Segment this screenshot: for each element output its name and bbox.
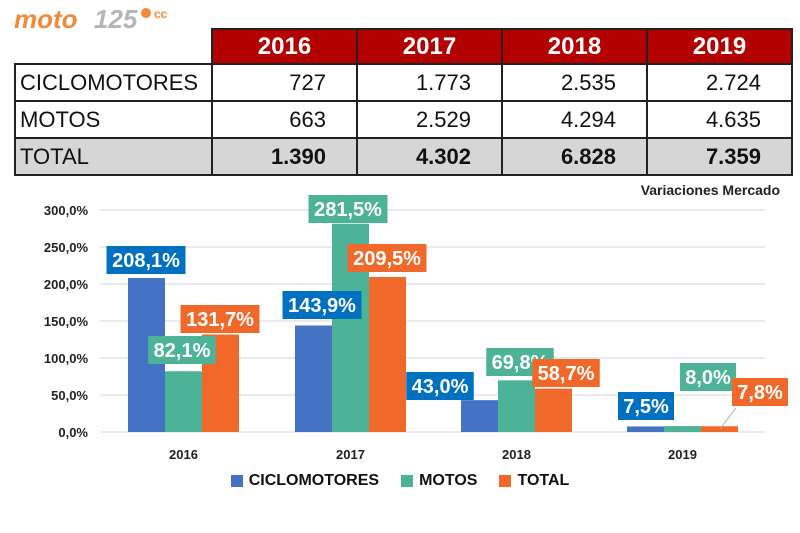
x-tick-label: 2016 bbox=[169, 447, 198, 462]
data-label: 8,0% bbox=[685, 367, 731, 389]
data-label: 131,7% bbox=[186, 309, 254, 331]
data-label-box bbox=[148, 336, 216, 364]
leader-line bbox=[719, 407, 737, 430]
table-row: CICLOMOTORES 727 1.773 2.535 2.724 bbox=[14, 63, 793, 102]
row-label: TOTAL bbox=[14, 137, 213, 176]
table-total-row: TOTAL 1.390 4.302 6.828 7.359 bbox=[14, 137, 793, 176]
table-row: MOTOS 663 2.529 4.294 4.635 bbox=[14, 100, 793, 139]
data-label-box bbox=[406, 372, 474, 400]
y-tick-label: 0,0% bbox=[58, 425, 88, 440]
data-label: 209,5% bbox=[353, 248, 421, 270]
legend-label: CICLOMOTORES bbox=[248, 472, 380, 489]
legend-swatch bbox=[230, 475, 243, 487]
moto125-logo: moto 125 cc bbox=[12, 4, 222, 34]
year-header: 2017 bbox=[356, 28, 503, 65]
data-label: 7,8% bbox=[737, 382, 783, 404]
y-tick-label: 200,0% bbox=[44, 277, 89, 292]
table-cell: 4.302 bbox=[356, 137, 503, 176]
data-label: 7,5% bbox=[623, 396, 669, 418]
chart-legend: CICLOMOTORES MOTOS TOTAL bbox=[0, 472, 800, 490]
x-tick-label: 2019 bbox=[668, 447, 697, 462]
bar-motos-2016 bbox=[165, 371, 202, 432]
bar-ciclomotores-2018 bbox=[461, 400, 498, 432]
data-label: 143,9% bbox=[288, 295, 356, 317]
bar-total-2019 bbox=[701, 426, 738, 432]
bar-ciclomotores-2017 bbox=[295, 325, 332, 432]
data-label-box bbox=[106, 246, 186, 274]
legend-label: MOTOS bbox=[419, 472, 478, 489]
y-tick-label: 250,0% bbox=[44, 240, 89, 255]
data-label-box bbox=[180, 305, 260, 333]
year-header: 2016 bbox=[211, 28, 358, 65]
logo-moto-text: moto bbox=[14, 4, 78, 34]
sales-table: 2016 2017 2018 2019 CICLOMOTORES 727 1.7… bbox=[14, 28, 793, 176]
data-label-box bbox=[532, 359, 600, 387]
data-label-box bbox=[618, 392, 674, 420]
year-header: 2019 bbox=[646, 28, 793, 65]
legend-swatch bbox=[401, 475, 414, 487]
table-cell: 2.535 bbox=[501, 63, 648, 102]
row-label: MOTOS bbox=[14, 100, 213, 139]
table-cell: 4.294 bbox=[501, 100, 648, 139]
logo-dot-icon bbox=[141, 8, 151, 18]
legend-item-motos: MOTOS bbox=[401, 472, 477, 490]
legend-item-ciclomotores: CICLOMOTORES bbox=[230, 472, 380, 490]
data-label: 281,5% bbox=[314, 199, 382, 221]
table-cell: 4.635 bbox=[646, 100, 793, 139]
y-tick-label: 300,0% bbox=[44, 203, 89, 218]
data-label-box bbox=[308, 195, 388, 223]
data-label: 58,7% bbox=[538, 363, 595, 385]
table-cell: 1.773 bbox=[356, 63, 503, 102]
table-cell: 2.724 bbox=[646, 63, 793, 102]
logo-cc-text: cc bbox=[154, 7, 168, 21]
bar-motos-2019 bbox=[664, 426, 701, 432]
bar-motos-2018 bbox=[498, 380, 535, 432]
table-corner bbox=[15, 29, 212, 64]
x-tick-label: 2017 bbox=[336, 447, 365, 462]
table-cell: 1.390 bbox=[211, 137, 358, 176]
table-cell: 7.359 bbox=[646, 137, 793, 176]
data-label: 43,0% bbox=[412, 376, 469, 398]
data-label-box bbox=[732, 378, 788, 406]
data-label-box bbox=[680, 363, 736, 391]
legend-label: TOTAL bbox=[517, 472, 570, 489]
market-variation-chart: 0,0% 50,0% 100,0% 150,0% 200,0% 250,0% 300,0% 2… bbox=[44, 195, 788, 462]
year-header: 2018 bbox=[501, 28, 648, 65]
bar-ciclomotores-2019 bbox=[627, 426, 664, 432]
x-tick-label: 2018 bbox=[502, 447, 531, 462]
y-tick-label: 100,0% bbox=[44, 351, 89, 366]
data-label-box bbox=[347, 244, 427, 272]
y-tick-label: 150,0% bbox=[44, 314, 89, 329]
table-cell: 2.529 bbox=[356, 100, 503, 139]
table-header-row: 2016 2017 2018 2019 bbox=[15, 28, 793, 65]
data-label-box bbox=[282, 291, 362, 319]
data-label: 82,1% bbox=[154, 340, 211, 362]
chart-title: Variaciones Mercado bbox=[640, 182, 780, 198]
legend-item-total: TOTAL bbox=[499, 472, 569, 490]
logo-number-text: 125 bbox=[94, 4, 138, 34]
bar-total-2018 bbox=[535, 388, 572, 432]
data-label: 208,1% bbox=[112, 250, 180, 272]
table-cell: 727 bbox=[211, 63, 358, 102]
table-cell: 663 bbox=[211, 100, 358, 139]
legend-swatch bbox=[499, 475, 512, 487]
row-label: CICLOMOTORES bbox=[14, 63, 213, 102]
y-tick-label: 50,0% bbox=[51, 388, 88, 403]
table-cell: 6.828 bbox=[501, 137, 648, 176]
bar-total-2017 bbox=[369, 276, 406, 432]
